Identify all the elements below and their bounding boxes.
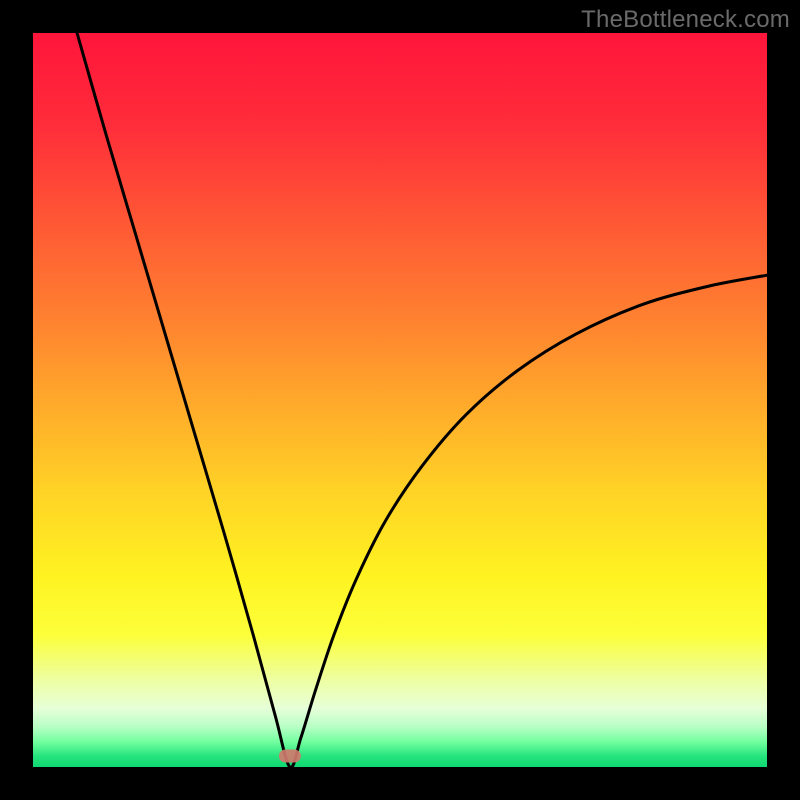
minimum-marker — [279, 749, 301, 762]
plot-area — [33, 33, 767, 767]
watermark-text: TheBottleneck.com — [581, 6, 790, 34]
bottleneck-curve — [77, 33, 767, 767]
curve-layer — [33, 33, 767, 767]
